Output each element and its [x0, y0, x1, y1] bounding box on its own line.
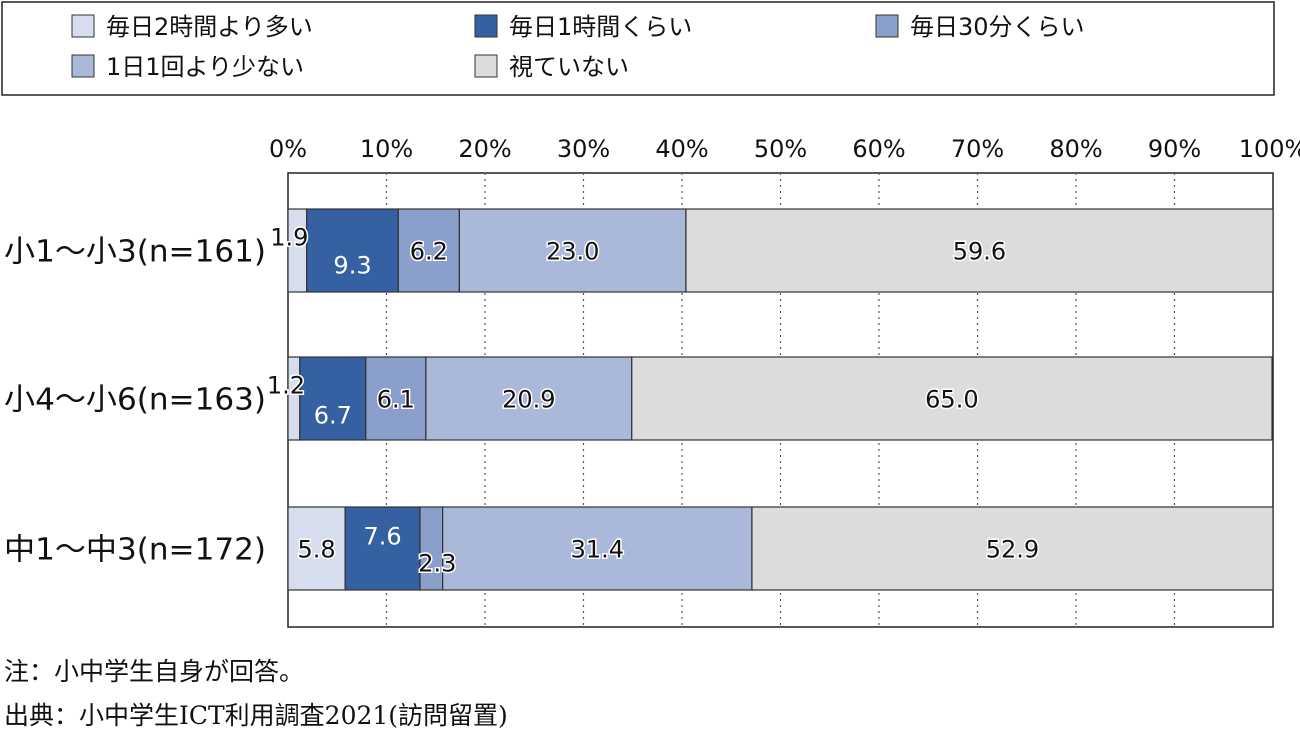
legend-swatch: [71, 54, 95, 78]
category-label: 小4～小6(n=163): [4, 383, 266, 418]
x-tick-label: 30%: [557, 135, 610, 163]
x-tick-label: 10%: [360, 135, 413, 163]
legend-label: 1日1回より少ない: [106, 53, 304, 81]
legend-box: [1, 1, 1275, 96]
data-label: 31.4: [571, 536, 624, 564]
legend-label: 毎日2時間より多い: [106, 13, 313, 41]
data-label: 5.8: [297, 536, 335, 564]
x-tick-label: 20%: [458, 135, 511, 163]
category-label: 小1～小3(n=161): [4, 235, 266, 270]
bar-segment: [287, 506, 346, 591]
bar-segment: [306, 208, 399, 293]
x-tick-label: 80%: [1049, 135, 1102, 163]
data-label: 1.9: [270, 224, 308, 252]
bar-segment: [419, 506, 444, 591]
bar-segment: [631, 356, 1273, 441]
data-label: 6.7: [314, 402, 352, 430]
legend-label: 視ていない: [509, 53, 629, 81]
note-text: 注：小中学生自身が回答。: [4, 657, 305, 686]
bar-segment: [751, 506, 1274, 591]
x-tick-label: 60%: [852, 135, 905, 163]
x-tick-label: 90%: [1148, 135, 1201, 163]
data-labels: 1.9 9.3 6.2 23.0 59.6 1.2 6.7 6.1 20.9 65.0 5.8 7.6…: [265, 222, 1040, 579]
data-label: 52.9: [986, 536, 1039, 564]
x-tick-label: 70%: [951, 135, 1004, 163]
bar-segment: [685, 208, 1274, 293]
bar-segment: [299, 356, 367, 441]
data-label: 7.6: [363, 523, 401, 551]
bar-segment: [442, 506, 753, 591]
data-label: 9.3: [333, 252, 371, 280]
data-label: 59.6: [953, 238, 1006, 266]
x-tick-label: 50%: [754, 135, 807, 163]
data-label: 23.0: [546, 238, 599, 266]
bar-segment: [458, 208, 687, 293]
source-text: 出典：小中学生ICT利用調査2021(訪問留置): [4, 701, 508, 730]
data-label: 1.2: [267, 372, 305, 400]
bars: [287, 208, 1274, 591]
x-tick-label: 0%: [269, 135, 307, 163]
data-label: 20.9: [502, 386, 555, 414]
legend-label: 毎日30分くらい: [910, 13, 1085, 41]
legend-swatch: [474, 54, 498, 78]
data-label: 6.1: [377, 386, 415, 414]
bar-segment: [397, 208, 460, 293]
category-label: 中1～中3(n=172): [4, 533, 266, 568]
legend-swatch: [71, 14, 95, 38]
data-label: 6.2: [410, 238, 448, 266]
data-label: 65.0: [925, 386, 978, 414]
legend: 毎日2時間より多い 毎日1時間くらい 毎日30分くらい 1日1回より少ない 視ていない: [1, 1, 1275, 96]
data-label: 2.3: [418, 550, 456, 578]
legend-swatch: [875, 14, 899, 38]
category-labels: 小1～小3(n=161) 小4～小6(n=163) 中1～中3(n=172): [4, 235, 266, 568]
legend-label: 毎日1時間くらい: [509, 13, 692, 41]
x-tick-label: 100%: [1239, 135, 1300, 163]
footnotes: 注：小中学生自身が回答。 出典：小中学生ICT利用調査2021(訪問留置): [4, 650, 508, 738]
x-tick-label: 40%: [655, 135, 708, 163]
legend-swatch: [474, 14, 498, 38]
